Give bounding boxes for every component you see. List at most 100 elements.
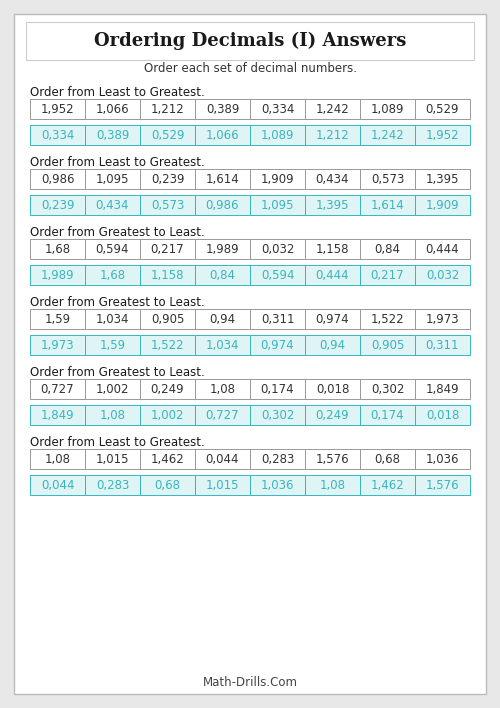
Text: 0,283: 0,283 xyxy=(261,452,294,465)
Bar xyxy=(30,309,85,329)
Text: 1,395: 1,395 xyxy=(316,198,349,212)
Text: 1,614: 1,614 xyxy=(370,198,404,212)
Text: Order from Least to Greatest.: Order from Least to Greatest. xyxy=(30,156,205,169)
Text: 0,594: 0,594 xyxy=(261,268,294,282)
Text: 0,434: 0,434 xyxy=(316,173,349,185)
Text: 1,158: 1,158 xyxy=(316,243,349,256)
Bar xyxy=(30,475,85,495)
Text: Order from Greatest to Least.: Order from Greatest to Least. xyxy=(30,226,205,239)
Text: Order each set of decimal numbers.: Order each set of decimal numbers. xyxy=(144,62,356,74)
Bar xyxy=(305,99,360,119)
Bar xyxy=(85,335,140,355)
Bar xyxy=(85,125,140,145)
Text: 0,217: 0,217 xyxy=(370,268,404,282)
Text: 0,032: 0,032 xyxy=(426,268,459,282)
Bar xyxy=(415,195,470,215)
Bar xyxy=(140,195,195,215)
Text: 1,212: 1,212 xyxy=(316,128,350,142)
Bar xyxy=(250,169,305,189)
Text: 0,174: 0,174 xyxy=(370,409,404,421)
Bar xyxy=(360,475,415,495)
Bar xyxy=(250,309,305,329)
Bar xyxy=(250,265,305,285)
Text: 0,905: 0,905 xyxy=(371,338,404,351)
Bar xyxy=(415,449,470,469)
Text: Math-Drills.Com: Math-Drills.Com xyxy=(202,675,298,688)
Bar xyxy=(415,99,470,119)
Bar xyxy=(195,239,250,259)
Text: 1,68: 1,68 xyxy=(100,268,126,282)
Text: 0,018: 0,018 xyxy=(316,382,349,396)
Bar xyxy=(415,335,470,355)
Text: 1,909: 1,909 xyxy=(260,173,294,185)
Bar xyxy=(195,195,250,215)
Bar xyxy=(415,475,470,495)
Text: 1,462: 1,462 xyxy=(370,479,404,491)
Text: 1,095: 1,095 xyxy=(261,198,294,212)
Bar xyxy=(360,449,415,469)
Bar xyxy=(140,335,195,355)
Text: 1,015: 1,015 xyxy=(96,452,129,465)
Text: 1,462: 1,462 xyxy=(150,452,184,465)
Text: 1,242: 1,242 xyxy=(370,128,404,142)
Text: 1,036: 1,036 xyxy=(426,452,459,465)
Bar xyxy=(415,309,470,329)
Text: 1,036: 1,036 xyxy=(261,479,294,491)
Text: 0,311: 0,311 xyxy=(426,338,459,351)
Text: 0,389: 0,389 xyxy=(96,128,129,142)
Text: 0,239: 0,239 xyxy=(151,173,184,185)
Text: 1,849: 1,849 xyxy=(426,382,460,396)
Bar xyxy=(305,309,360,329)
Text: 1,002: 1,002 xyxy=(151,409,184,421)
Text: 1,158: 1,158 xyxy=(151,268,184,282)
Bar xyxy=(30,379,85,399)
Text: 0,302: 0,302 xyxy=(371,382,404,396)
Text: 0,044: 0,044 xyxy=(41,479,74,491)
Text: 1,952: 1,952 xyxy=(40,103,74,115)
Bar xyxy=(415,405,470,425)
Text: 1,089: 1,089 xyxy=(371,103,404,115)
Bar xyxy=(195,99,250,119)
Bar xyxy=(85,475,140,495)
Text: 1,089: 1,089 xyxy=(261,128,294,142)
Text: 1,522: 1,522 xyxy=(150,338,184,351)
Text: 0,311: 0,311 xyxy=(261,312,294,326)
Text: 1,08: 1,08 xyxy=(210,382,236,396)
Text: Order from Least to Greatest.: Order from Least to Greatest. xyxy=(30,436,205,449)
Text: 0,174: 0,174 xyxy=(260,382,294,396)
Text: 0,249: 0,249 xyxy=(316,409,350,421)
Text: 1,002: 1,002 xyxy=(96,382,129,396)
Bar xyxy=(85,449,140,469)
Text: 1,034: 1,034 xyxy=(206,338,240,351)
Text: 0,974: 0,974 xyxy=(260,338,294,351)
Bar xyxy=(305,335,360,355)
Bar xyxy=(250,195,305,215)
Bar xyxy=(360,309,415,329)
Text: 0,529: 0,529 xyxy=(426,103,459,115)
Bar xyxy=(140,239,195,259)
Bar xyxy=(305,125,360,145)
Text: 0,573: 0,573 xyxy=(371,173,404,185)
Text: 1,973: 1,973 xyxy=(426,312,460,326)
Text: 0,334: 0,334 xyxy=(261,103,294,115)
Text: 1,522: 1,522 xyxy=(370,312,404,326)
Text: 1,08: 1,08 xyxy=(44,452,70,465)
Bar xyxy=(140,379,195,399)
Bar xyxy=(415,169,470,189)
Text: 1,576: 1,576 xyxy=(316,452,350,465)
Text: 0,044: 0,044 xyxy=(206,452,240,465)
Bar xyxy=(305,379,360,399)
Bar xyxy=(85,265,140,285)
Bar xyxy=(415,379,470,399)
Text: 0,84: 0,84 xyxy=(210,268,236,282)
Text: 0,974: 0,974 xyxy=(316,312,350,326)
Text: 1,242: 1,242 xyxy=(316,103,350,115)
Bar xyxy=(250,405,305,425)
Bar xyxy=(85,239,140,259)
Bar xyxy=(85,169,140,189)
Text: 0,905: 0,905 xyxy=(151,312,184,326)
Bar xyxy=(195,405,250,425)
Text: 0,986: 0,986 xyxy=(41,173,74,185)
Bar xyxy=(140,449,195,469)
Text: 0,727: 0,727 xyxy=(206,409,240,421)
